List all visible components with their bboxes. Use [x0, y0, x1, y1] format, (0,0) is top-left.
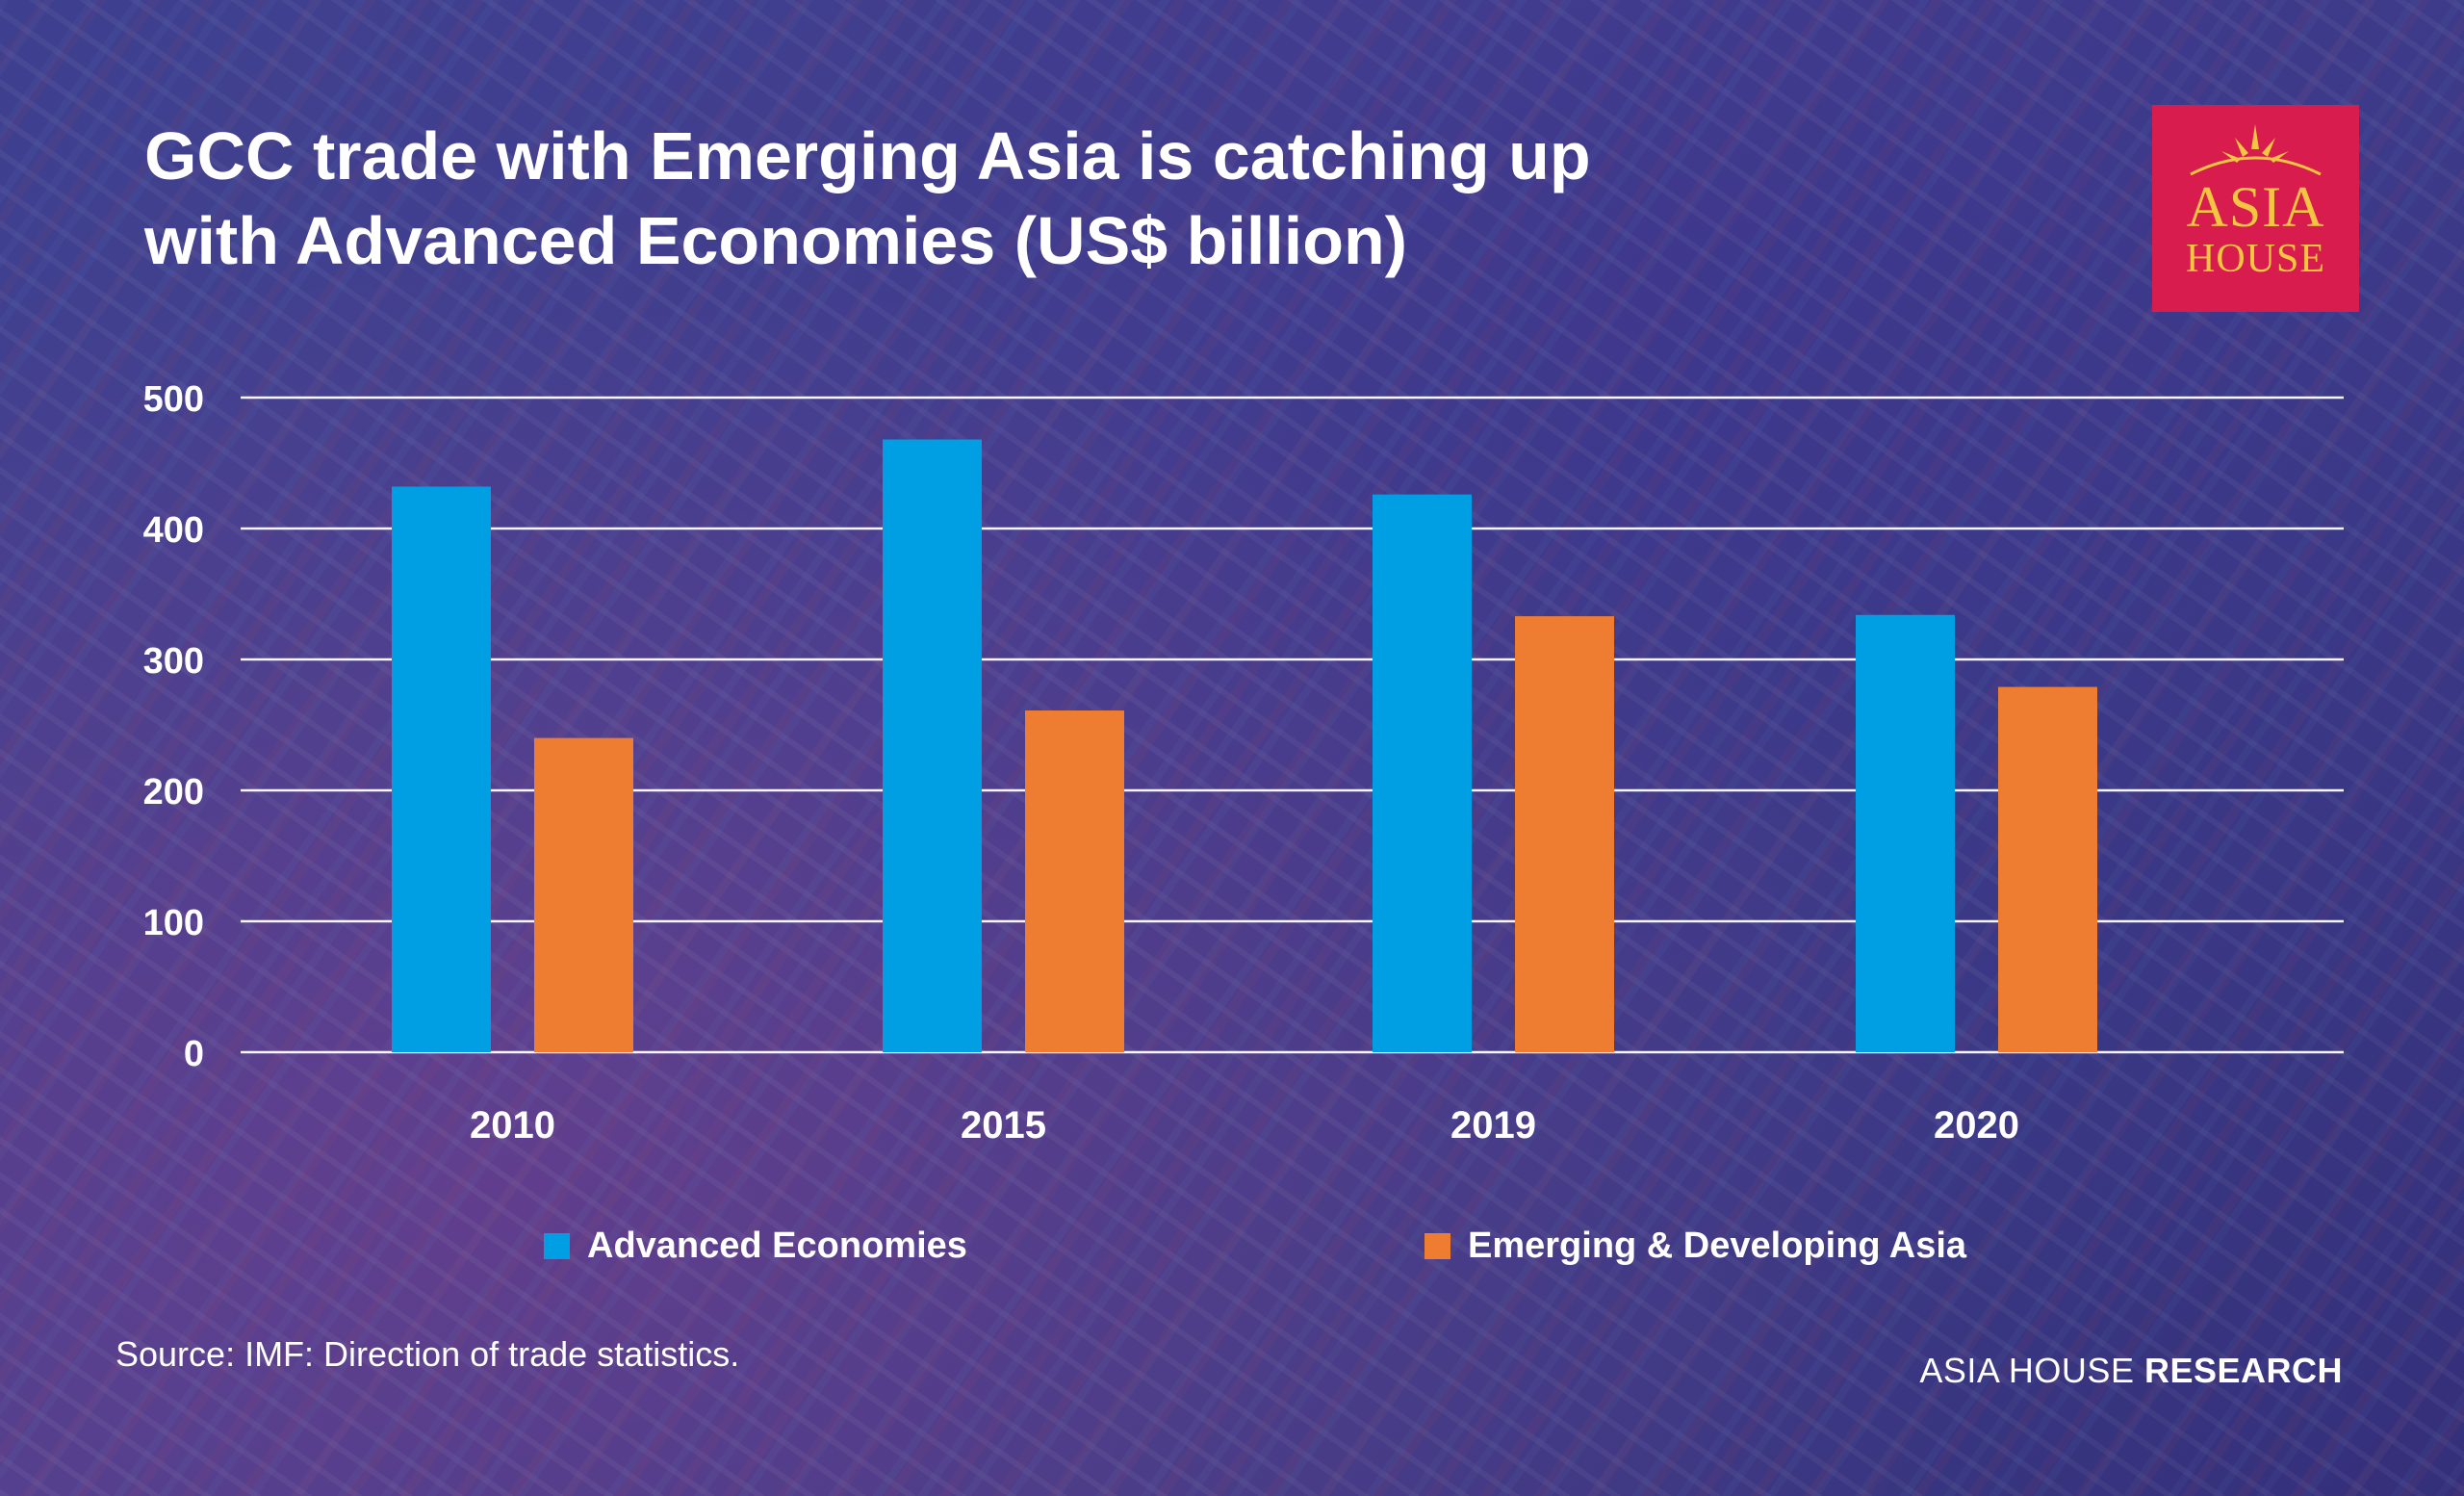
title-line-2: with Advanced Economies (US$ billion)	[144, 203, 1408, 278]
legend-label-asia: Emerging & Developing Asia	[1468, 1225, 1967, 1266]
bar-2015-series-2	[1025, 710, 1124, 1052]
legend-swatch-advanced	[544, 1233, 570, 1259]
logo-word-house: HOUSE	[2185, 237, 2325, 281]
bar-2019-series-1	[1373, 494, 1472, 1052]
legend-item-advanced: Advanced Economies	[544, 1225, 967, 1267]
brand-bold: RESEARCH	[2143, 1351, 2343, 1390]
bar-2015-series-1	[883, 439, 982, 1052]
legend-item-asia: Emerging & Developing Asia	[1424, 1225, 1966, 1267]
brand-footer: ASIA HOUSE RESEARCH	[1919, 1351, 2343, 1391]
title-line-1: GCC trade with Emerging Asia is catching…	[144, 118, 1591, 193]
legend-swatch-asia	[1424, 1233, 1450, 1259]
bar-2020-series-1	[1856, 614, 1955, 1052]
x-tick-label-2015: 2015	[961, 1104, 1046, 1147]
legend-label-advanced: Advanced Economies	[587, 1225, 967, 1266]
bar-2019-series-2	[1515, 616, 1614, 1052]
bar-2010-series-1	[392, 486, 491, 1053]
y-tick-label-300: 300	[143, 641, 204, 682]
bar-2020-series-2	[1998, 686, 2097, 1052]
x-tick-label-2019: 2019	[1450, 1104, 1536, 1147]
chart-title: GCC trade with Emerging Asia is catching…	[144, 114, 1684, 283]
y-tick-label-100: 100	[143, 903, 204, 943]
source-note: Source: IMF: Direction of trade statisti…	[116, 1334, 740, 1374]
sunrise-icon	[2190, 124, 2322, 176]
x-tick-label-2010: 2010	[470, 1104, 555, 1147]
y-tick-label-0: 0	[184, 1034, 204, 1074]
asia-house-logo: ASIA HOUSE	[2152, 105, 2359, 312]
brand-light: ASIA HOUSE	[1919, 1351, 2135, 1390]
y-tick-label-500: 500	[143, 379, 204, 420]
logo-word-asia: ASIA	[2186, 175, 2325, 239]
y-tick-label-400: 400	[143, 510, 204, 551]
bar-2010-series-2	[534, 737, 633, 1052]
y-tick-label-200: 200	[143, 772, 204, 812]
x-tick-label-2020: 2020	[1934, 1104, 2019, 1147]
